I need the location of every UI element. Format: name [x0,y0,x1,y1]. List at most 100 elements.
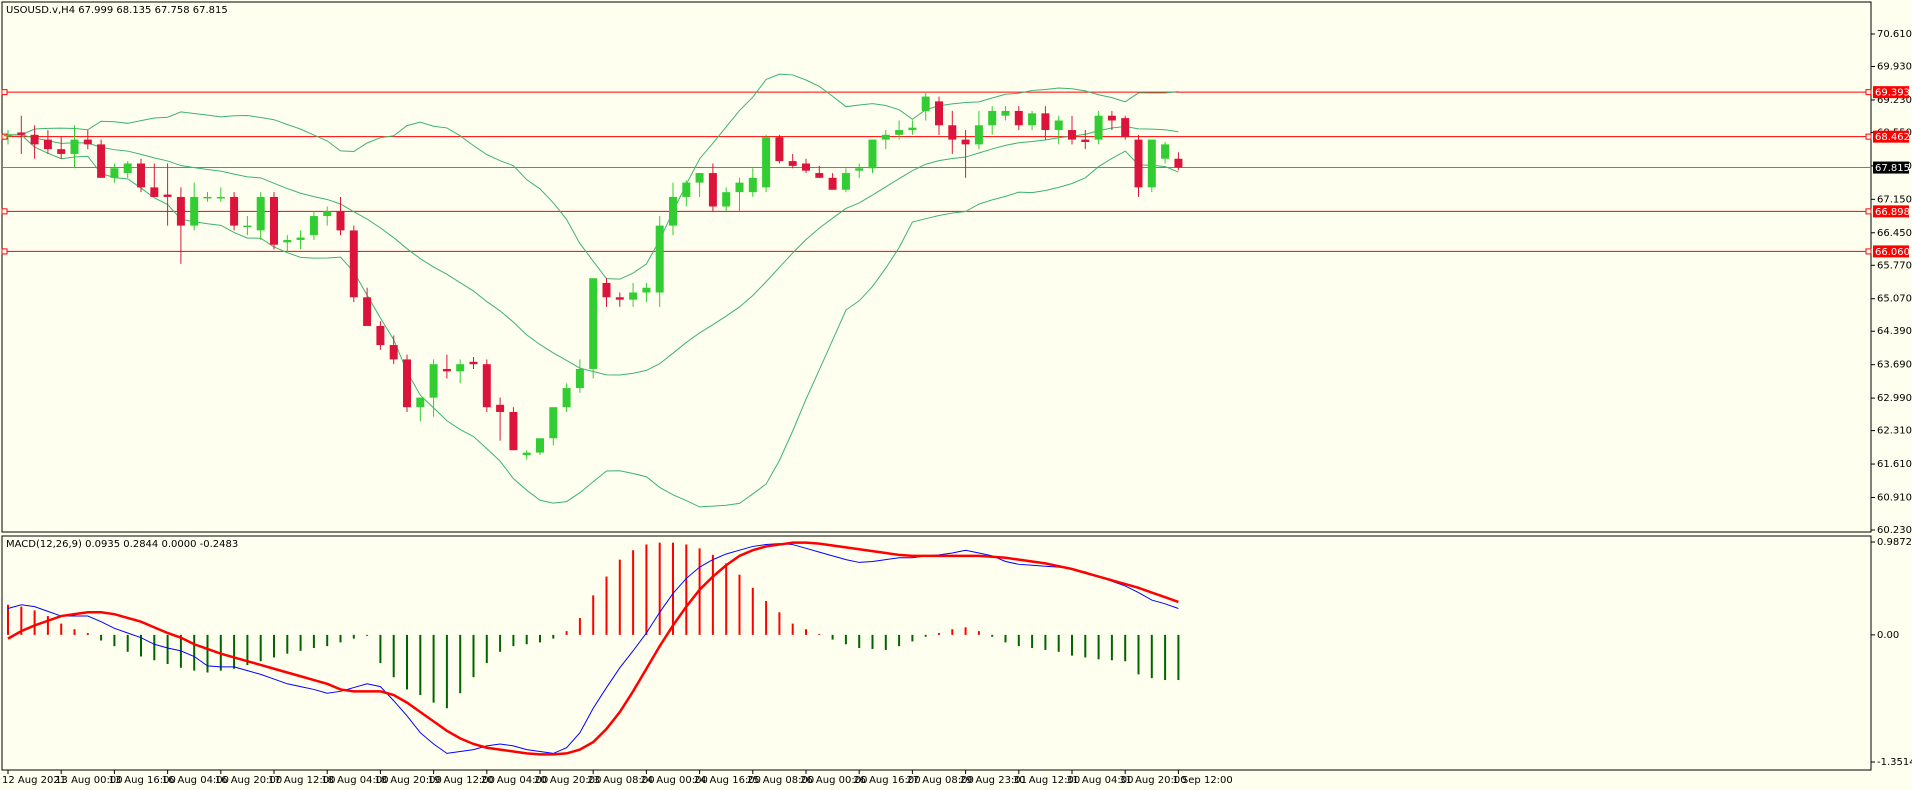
candle-body [908,127,917,131]
candle-body [1134,139,1143,188]
candle-body [974,125,983,145]
candle-body [1028,113,1037,126]
candle-body [1147,139,1156,188]
level-handle-left [1,133,8,140]
x-tick-label: 18 Aug 04:00 [321,775,388,786]
candle-body [948,125,957,140]
candle-body [855,168,864,171]
x-tick-label: 27 Aug 08:00 [906,775,973,786]
bollinger-lower-line [8,134,1179,508]
x-tick-label: 16 Aug 04:00 [162,775,229,786]
candle-body [496,404,505,412]
macd-main-line [7,543,1179,754]
x-tick-label: 23 Aug 08:00 [587,775,654,786]
candle-body [708,173,717,207]
x-tick-label: 20 Aug 20:00 [534,775,601,786]
x-tick-label: 25 Aug 08:00 [747,775,814,786]
price-layer [1,73,1872,508]
candle-body [376,325,385,346]
candle-body [363,297,372,326]
x-tick-label: 13 Aug 16:00 [108,775,175,786]
candle-body [1001,110,1010,116]
level-handle-right [1865,248,1872,255]
candle-body [30,134,39,145]
price-y-tick-label: 61.610 [1877,459,1912,470]
candle-body [615,297,624,300]
macd-signal-line [7,541,1179,756]
level-price-box [1873,86,1909,99]
price-y-tick-label: 63.690 [1877,360,1912,371]
x-tick-label: 30 Aug 12:00 [1013,775,1080,786]
candle-body [416,397,425,408]
candle-body [921,96,930,111]
x-tick-label: 24 Aug 00:00 [640,775,707,786]
candle-body [17,132,26,135]
x-tick-label: 26 Aug 00:00 [800,775,867,786]
candle-body [163,194,172,197]
candle-body [1081,139,1090,142]
macd-panel-frame[interactable] [1,535,1872,771]
candle-body [256,196,265,231]
candle-body [775,137,784,162]
candle-body [815,173,824,178]
candle-body [270,196,278,245]
candle-body [1041,113,1050,131]
candle-body [549,407,558,439]
candle-body [1094,115,1103,140]
candle-body [83,139,92,145]
price-y-tick-label: 64.390 [1877,326,1912,337]
candle-body [735,182,744,193]
macd-y-tick-label: 0.9872 [1877,537,1912,548]
candle-body [216,196,225,199]
candle-body [841,173,850,190]
macd-y-tick-label: -1.3514 [1877,757,1912,768]
axis-layer: 70.61069.93069.23068.55067.85067.15066.4… [2,29,1912,786]
candle-body [762,137,771,188]
level-price-box [1873,130,1909,143]
candle-body [509,411,518,451]
x-tick-label: 26 Aug 16:00 [853,775,920,786]
level-handle-right [1865,133,1872,140]
candle-body [1161,144,1170,159]
candle-body [97,144,106,178]
level-price-box [1873,205,1909,218]
candle-body [802,163,810,171]
x-tick-label: 19 Aug 12:00 [428,775,495,786]
candle-body [243,225,252,228]
candle-body [788,161,797,166]
x-tick-label: 31 Aug 04:00 [1066,775,1133,786]
candle-body [429,364,438,398]
candle-body [323,211,332,217]
x-tick-label: 31 Aug 20:00 [1119,775,1186,786]
candle-body [469,361,478,365]
x-tick-label: 29 Aug 23:01 [960,775,1027,786]
x-tick-label: 24 Aug 16:00 [694,775,761,786]
price-panel-label: USOUSD.v,H4 67.999 68.135 67.758 67.815 [6,5,228,16]
level-handle-left [1,208,8,215]
level-handle-right [1865,89,1872,96]
price-y-tick-label: 65.070 [1877,294,1912,305]
candle-body [57,149,66,154]
x-tick-label: 1 Sep 12:00 [1172,775,1232,786]
price-y-tick-label: 65.770 [1877,260,1912,271]
price-y-tick-label: 62.310 [1877,426,1912,437]
candle-body [682,182,691,197]
candle-body [309,216,318,236]
level-handle-left [1,89,8,96]
candle-body [562,388,571,408]
candle-body [1014,110,1023,126]
x-tick-label: 13 Aug 00:00 [55,775,122,786]
x-tick-label: 12 Aug 2021 [2,775,66,786]
price-panel-frame[interactable] [1,1,1872,533]
price-y-tick-label: 60.230 [1877,525,1912,536]
price-y-tick-label: 62.990 [1877,393,1912,404]
level-price-label: 66.898 [1875,207,1910,218]
x-tick-label: 16 Aug 20:00 [215,775,282,786]
candle-body [1174,158,1183,168]
bollinger-upper-line [8,73,1179,280]
price-y-tick-label: 69.230 [1877,95,1912,106]
candle-body [137,163,145,188]
level-price-label: 68.462 [1875,132,1910,143]
candle-body [176,196,185,226]
